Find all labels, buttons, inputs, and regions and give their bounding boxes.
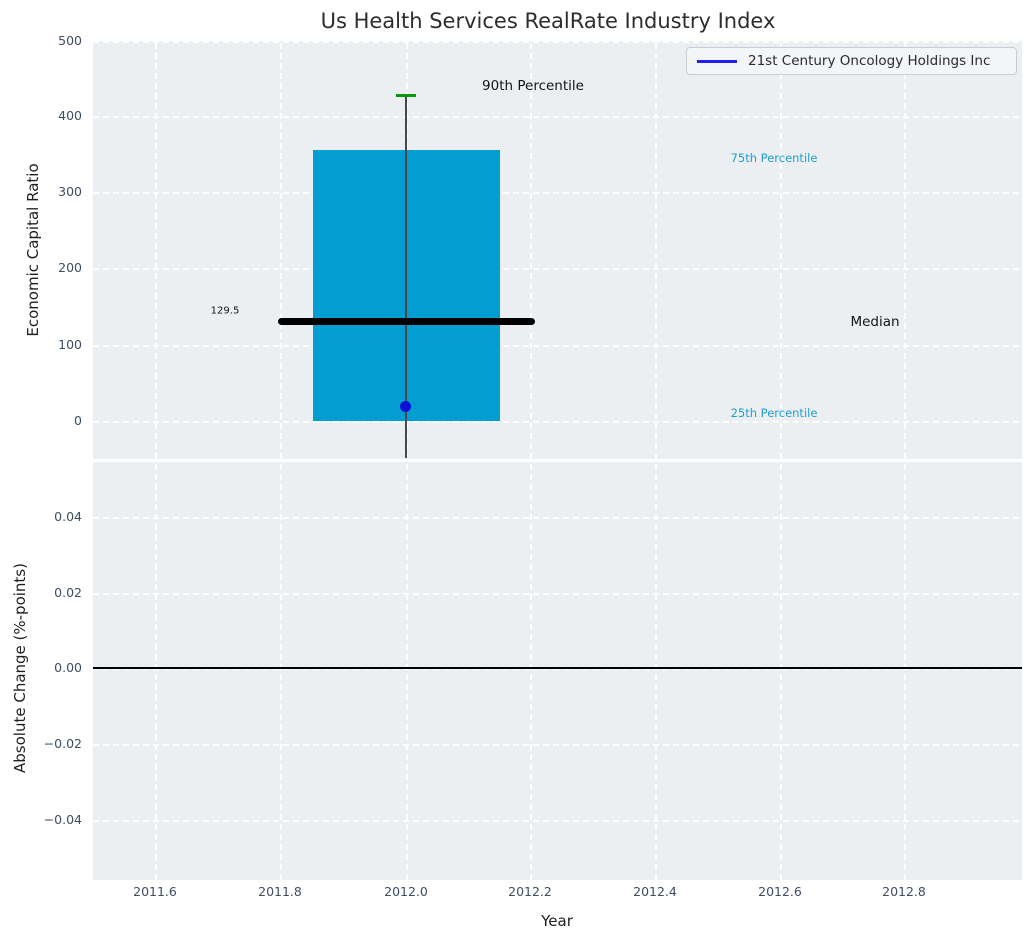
ytick-top: 500 [58, 33, 82, 48]
whisker-line [405, 96, 407, 458]
gridline-v [655, 41, 657, 459]
gridline-h [93, 268, 1022, 270]
gridline-v [780, 462, 782, 880]
xtick: 2011.6 [133, 884, 177, 899]
xtick: 2012.6 [758, 884, 802, 899]
median-value-label: 129.5 [210, 305, 240, 317]
p75-percentile-label: 75th Percentile [730, 151, 818, 165]
median-label: Median [850, 314, 900, 330]
gridline-h [93, 744, 1022, 746]
xtick: 2012.0 [384, 884, 428, 899]
gridline-h [93, 421, 1022, 423]
gridline-v [155, 462, 157, 880]
gridline-h [93, 668, 1022, 670]
gridline-v [280, 41, 282, 459]
x-axis-label: Year [541, 912, 573, 930]
bottom-y-axis-label: Absolute Change (%-points) [11, 563, 29, 773]
gridline-v [280, 462, 282, 880]
xtick: 2012.8 [882, 884, 926, 899]
gridline-v [780, 41, 782, 459]
ytick-top: 200 [58, 260, 82, 275]
xtick: 2011.8 [258, 884, 302, 899]
legend: 21st Century Oncology Holdings Inc [686, 47, 1017, 75]
zero-baseline [93, 667, 1022, 669]
gridline-h [93, 593, 1022, 595]
xtick: 2012.2 [508, 884, 552, 899]
company-value-dot [400, 401, 411, 412]
gridline-h [93, 345, 1022, 347]
top-axes: 90th Percentile 75th Percentile Median 2… [93, 41, 1022, 459]
p25-percentile-label: 25th Percentile [730, 406, 818, 420]
gridline-h [93, 517, 1022, 519]
gridline-h [93, 820, 1022, 822]
legend-line-sample [697, 59, 737, 63]
p90-percentile-label: 90th Percentile [482, 78, 584, 94]
p90-whisker-cap [396, 94, 416, 97]
gridline-h [93, 116, 1022, 118]
gridline-v [904, 462, 906, 880]
gridline-h [93, 192, 1022, 194]
ytick-bottom: −0.02 [43, 736, 82, 751]
ytick-top: 400 [58, 108, 82, 123]
gridline-v [904, 41, 906, 459]
bottom-axes [93, 462, 1022, 880]
gridline-v [530, 462, 532, 880]
gridline-h [93, 41, 1022, 43]
ytick-bottom: −0.04 [43, 812, 82, 827]
gridline-v [655, 462, 657, 880]
median-line [278, 318, 535, 325]
ytick-top: 0 [74, 413, 82, 428]
chart-title: Us Health Services RealRate Industry Ind… [320, 9, 776, 33]
ytick-top: 300 [58, 184, 82, 199]
ytick-bottom: 0.02 [54, 585, 82, 600]
gridline-v [155, 41, 157, 459]
legend-label: 21st Century Oncology Holdings Inc [748, 53, 991, 69]
gridline-v [530, 41, 532, 459]
ytick-bottom: 0.00 [54, 660, 82, 675]
top-y-axis-label: Economic Capital Ratio [24, 163, 42, 337]
ytick-top: 100 [58, 337, 82, 352]
xtick: 2012.4 [633, 884, 677, 899]
ytick-bottom: 0.04 [54, 509, 82, 524]
gridline-v [406, 462, 408, 880]
